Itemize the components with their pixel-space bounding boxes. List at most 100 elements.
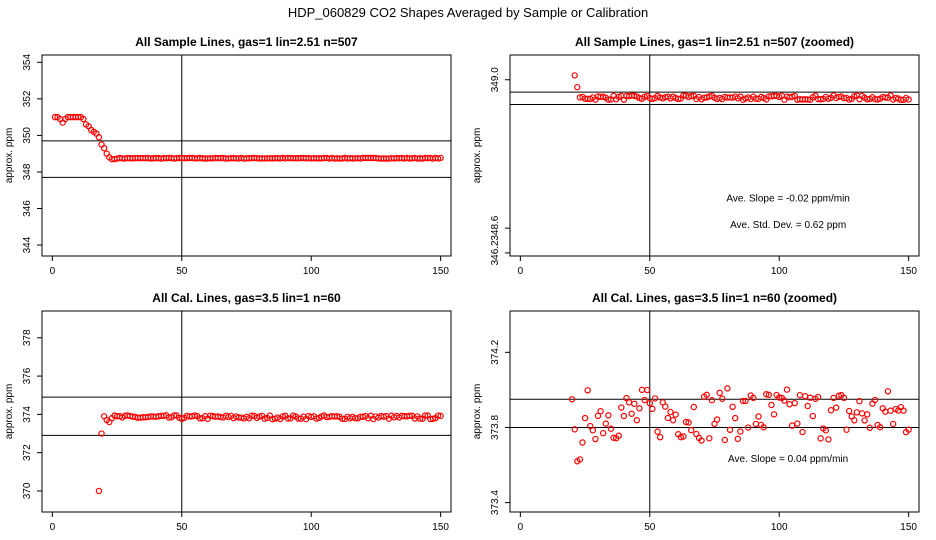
x-tick-label: 100 <box>303 266 320 277</box>
data-point <box>887 407 894 414</box>
panel-title: All Sample Lines, gas=1 lin=2.51 n=507 <box>135 35 358 49</box>
y-axis-label: approx. ppm <box>4 384 15 440</box>
data-point <box>80 115 87 123</box>
data-point <box>783 386 791 393</box>
y-tick-label: 372 <box>22 444 33 461</box>
data-point <box>170 412 178 419</box>
data-point <box>750 394 757 402</box>
y-tick-label: 370 <box>22 482 33 499</box>
data-point <box>605 412 612 419</box>
data-point <box>856 397 863 405</box>
data-point <box>858 410 866 417</box>
x-tick-label: 100 <box>771 266 788 277</box>
data-point <box>594 412 602 420</box>
data-point <box>571 72 578 79</box>
data-point <box>416 415 424 422</box>
data-point <box>729 403 736 411</box>
data-point <box>568 396 576 403</box>
data-point <box>719 395 726 402</box>
y-tick-label: 348 <box>22 163 33 180</box>
data-point <box>817 435 824 442</box>
data-point <box>437 412 444 420</box>
data-point <box>708 397 716 404</box>
panel-2: All Sample Lines, gas=1 lin=2.51 n=507 (… <box>472 35 920 277</box>
data-point <box>602 420 609 427</box>
x-tick-label: 150 <box>432 522 449 533</box>
data-point <box>884 388 892 395</box>
panel-1: All Sample Lines, gas=1 lin=2.51 n=507 ap… <box>4 35 452 277</box>
data-point <box>690 403 697 411</box>
data-point <box>755 413 762 420</box>
data-point <box>876 424 884 431</box>
data-point <box>429 415 437 423</box>
data-point <box>760 424 767 431</box>
data-point <box>620 412 628 420</box>
data-point <box>688 92 695 100</box>
y-tick-label: 376 <box>22 367 33 384</box>
y-axis-label: approx. ppm <box>472 384 483 440</box>
data-point <box>832 404 840 411</box>
data-point <box>675 95 682 103</box>
data-point <box>672 411 679 418</box>
data-point <box>721 436 729 444</box>
data-point <box>827 407 835 414</box>
data-point <box>633 417 641 424</box>
y-tick-label: 373.4 <box>490 490 501 515</box>
panel-title: All Sample Lines, gas=1 lin=2.51 n=507 (… <box>575 35 854 49</box>
data-point <box>333 413 341 420</box>
data-point <box>770 411 778 418</box>
data-point <box>830 394 837 402</box>
y-tick-label: 350 <box>22 127 33 144</box>
data-point <box>607 425 615 432</box>
y-tick-label: 349.0 <box>490 67 501 92</box>
x-tick-label: 150 <box>900 266 917 277</box>
x-tick-label: 0 <box>50 266 56 277</box>
y-tick-label: 374 <box>22 406 33 423</box>
data-point <box>905 426 912 433</box>
data-point <box>776 394 783 401</box>
data-point <box>835 392 842 399</box>
data-point <box>706 435 713 442</box>
data-point <box>618 404 625 411</box>
plot-frame <box>509 54 920 257</box>
plot-frame <box>509 310 920 513</box>
data-point <box>716 389 723 397</box>
data-point <box>688 426 695 434</box>
data-point <box>809 412 817 420</box>
data-point <box>646 399 653 407</box>
data-point <box>763 391 770 398</box>
data-point <box>861 417 868 424</box>
page-title: HDP_060829 CO2 Shapes Averaged by Sample… <box>287 5 649 20</box>
panel-title: All Cal. Lines, gas=3.5 lin=1 n=60 <box>152 291 341 305</box>
data-point <box>845 407 853 415</box>
data-point <box>165 414 173 421</box>
data-point <box>664 414 672 422</box>
x-tick-label: 50 <box>644 522 656 533</box>
data-point <box>905 96 912 103</box>
data-point <box>765 391 773 399</box>
y-tick-label: 373.8 <box>490 415 501 440</box>
data-point <box>864 96 871 103</box>
x-tick-label: 150 <box>432 266 449 277</box>
data-point <box>576 456 584 463</box>
annotation: Ave. Slope = 0.04 ppm/min <box>728 454 848 465</box>
data-point <box>434 412 442 419</box>
data-point <box>589 426 597 434</box>
data-point <box>421 412 429 419</box>
data-point <box>732 414 739 422</box>
data-point <box>752 420 760 428</box>
y-tick-label: 352 <box>22 90 33 107</box>
data-point <box>339 415 346 422</box>
data-point <box>713 416 721 423</box>
data-point <box>581 414 589 422</box>
y-tick-label: 348.6 <box>490 215 501 240</box>
x-tick-label: 100 <box>771 522 788 533</box>
data-point <box>724 385 731 392</box>
data-point <box>871 396 879 404</box>
data-point <box>248 412 255 419</box>
data-point <box>801 392 809 400</box>
data-point <box>437 154 444 162</box>
data-point <box>641 396 648 404</box>
data-point <box>726 426 734 434</box>
